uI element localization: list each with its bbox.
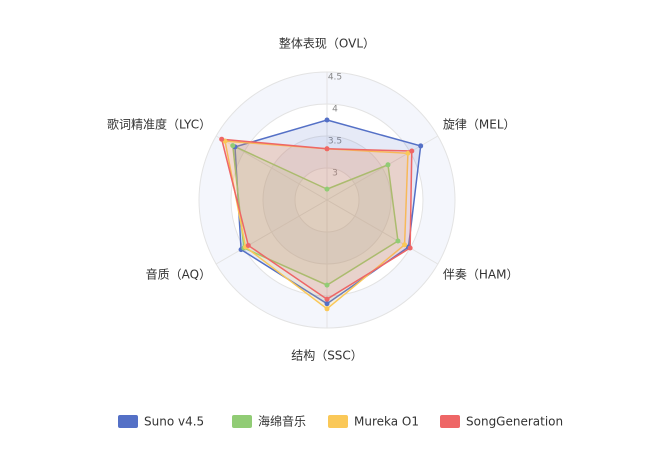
legend-swatch [232, 415, 252, 428]
legend-swatch [118, 415, 138, 428]
data-point [409, 148, 415, 154]
data-point [407, 245, 413, 251]
data-point [219, 136, 225, 142]
data-point [395, 238, 401, 244]
legend-label: Mureka O1 [354, 415, 419, 429]
data-point [402, 242, 408, 248]
data-point [324, 306, 330, 312]
axis-label: 音质（AQ） [146, 267, 211, 282]
data-point [230, 143, 236, 149]
data-point [418, 143, 424, 149]
data-point [405, 150, 411, 156]
r-tick-label: 3 [332, 169, 338, 179]
data-point [324, 296, 330, 302]
r-tick-label: 4 [332, 105, 338, 115]
legend-label: 海绵音乐 [258, 414, 306, 429]
axis-line [215, 199, 328, 265]
r-tick-label: 4.5 [328, 73, 342, 83]
data-point [245, 242, 251, 248]
data-point [385, 162, 391, 168]
r-tick-label: 3.5 [328, 137, 342, 147]
legend-swatch [328, 415, 348, 428]
data-point [324, 282, 330, 288]
data-point [324, 186, 330, 192]
legend-swatch [440, 415, 460, 428]
axis-line [326, 199, 439, 265]
legend-label: SongGeneration [466, 415, 563, 429]
axis-label: 旋律（MEL） [443, 118, 516, 132]
axis-label: 整体表现（OVL） [279, 36, 375, 51]
data-point [324, 117, 330, 123]
axis-label: 歌词精准度（LYC） [107, 117, 211, 132]
axis-label: 结构（SSC） [291, 348, 363, 363]
axis-label: 伴奏（HAM） [443, 268, 519, 282]
data-point [324, 146, 330, 152]
data-point [324, 301, 330, 307]
legend-label: Suno v4.5 [144, 415, 204, 429]
